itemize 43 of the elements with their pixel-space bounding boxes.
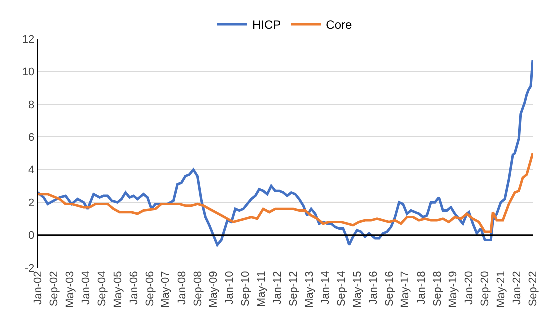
x-tick-label: Jan-04 [80,271,92,305]
x-tick-label: May-21 [496,271,508,308]
x-tick-label: May-17 [400,271,412,308]
x-tick-label: Jan-12 [272,271,284,305]
y-tick-label: -2 [24,262,35,275]
x-tick-label: Sep-10 [240,271,252,307]
legend-label: HICP [252,18,282,32]
y-tick-label: 12 [22,34,35,46]
x-tick-label: Sep-20 [480,271,492,307]
x-tick-label: May-05 [112,271,124,308]
x-tick-label: Sep-14 [336,271,348,307]
x-tick-label: Jan-06 [128,271,140,305]
x-tick-label: Jan-14 [320,271,332,305]
y-tick-label: 10 [22,66,35,79]
x-tick-label: May-03 [64,271,76,308]
x-tick-label: Jan-18 [416,271,428,305]
x-tick-label: Sep-18 [432,271,444,307]
x-tick-label: Sep-12 [288,271,300,307]
x-tick-label: Jan-20 [464,271,476,305]
x-tick-label: Sep-04 [96,271,108,307]
x-tick-label: Jan-16 [368,271,380,305]
x-tick-label: May-11 [256,271,268,308]
y-tick-label: 0 [28,230,35,242]
x-tick-label: Jan-10 [224,271,236,305]
x-tick-label: Sep-02 [48,271,61,307]
x-tick-label: Sep-06 [144,271,156,307]
line-series [38,152,533,234]
legend-label: Core [326,18,353,32]
x-tick-label: Jan-08 [176,271,188,305]
x-tick-label: Sep-08 [192,271,204,307]
x-tick-label: Sep-16 [384,271,396,307]
x-tick-label: May-19 [448,271,460,308]
x-tick-label: May-13 [304,271,316,308]
y-tick-label: 4 [28,164,35,177]
x-tick-label: May-09 [208,271,220,308]
y-tick-label: 2 [28,197,35,210]
x-tick-label: May-07 [160,271,172,308]
x-tick-label: Sep-22 [528,271,540,307]
x-tick-label: Jan-22 [512,271,524,305]
x-tick-label: Jan-02 [32,271,45,305]
y-tick-label: 6 [28,132,35,144]
x-tick-label: May-15 [352,271,364,308]
y-tick-label: 8 [28,99,35,112]
